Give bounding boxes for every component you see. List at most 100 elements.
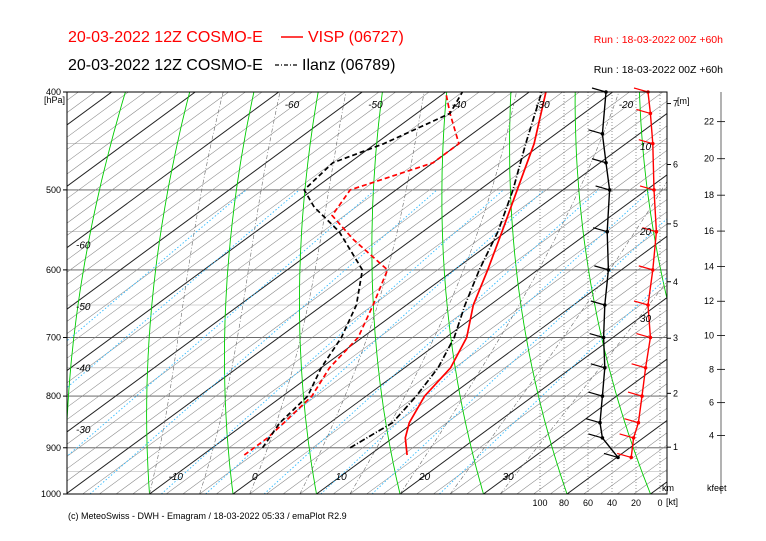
isotherm--38	[67, 92, 463, 384]
legend-label-ilanz: Ilanz (06789)	[302, 57, 395, 74]
isotherm--68	[67, 92, 213, 199]
isotherm-label-left--60: -60	[76, 241, 91, 252]
wind-point	[600, 436, 605, 440]
feet-tick-label-18: 18	[704, 190, 714, 200]
wind-point	[631, 436, 636, 440]
wind-barb	[624, 418, 639, 424]
wind-point	[648, 335, 653, 340]
wind-barb	[638, 139, 653, 145]
isotherm-20	[399, 297, 667, 494]
wind-barb	[588, 129, 603, 135]
wind-barb	[603, 452, 619, 458]
pressure-tick-label-600: 600	[46, 265, 61, 275]
isotherm--12	[132, 100, 667, 494]
wind-profiles	[539, 87, 661, 494]
wind-point	[636, 420, 641, 425]
isotherm--86	[0, 92, 62, 494]
isotherm-label-left--30: -30	[76, 425, 91, 436]
isotherm-label-left--40: -40	[76, 364, 91, 375]
isotherm-36	[533, 395, 667, 494]
isotherm--70	[67, 92, 196, 187]
height-axis-km: km	[662, 483, 674, 493]
wind-point	[616, 455, 620, 460]
isotherm--2	[216, 162, 667, 494]
moist-adiabat	[149, 92, 224, 494]
wind-point	[607, 188, 612, 192]
pressure-tick-label-1000: 1000	[41, 489, 61, 499]
isotherm-label-top--20: -20	[619, 100, 634, 111]
wind-point	[606, 268, 611, 272]
visp-temperature-line	[404, 92, 547, 456]
wind-point	[654, 229, 659, 234]
isotherm-8	[299, 223, 667, 494]
height-tick-label-7: 7	[673, 99, 678, 109]
footer-credit: (c) MeteoSwiss - DWH - Emagram / 18-03-2…	[68, 511, 347, 521]
isotherm-42	[583, 432, 667, 494]
pressure-tick-label-800: 800	[46, 391, 61, 401]
wind-barb	[589, 332, 604, 339]
wind-tick-label-80: 80	[559, 498, 569, 508]
wind-barb	[636, 108, 651, 114]
plot-frame	[66, 91, 668, 495]
isotherm--54	[67, 92, 329, 285]
wind-point	[598, 420, 602, 425]
isotherm-38	[550, 407, 667, 494]
height-tick-label-5: 5	[673, 219, 678, 229]
dry-adiabat	[371, 92, 401, 494]
wind-point	[604, 160, 608, 165]
isotherm-60	[734, 92, 766, 494]
wind-point	[651, 268, 655, 272]
isotherm-30	[483, 358, 667, 494]
wind-barb	[627, 391, 643, 397]
feet-tick-label-16: 16	[704, 226, 714, 236]
run-info-ilanz: Run : 18-03-2022 00Z +60h	[594, 64, 723, 76]
dry-adiabat	[146, 92, 191, 494]
wind-point	[652, 188, 656, 192]
run-info-visp: Run : 18-03-2022 00Z +60h	[594, 34, 723, 46]
height-tick-label-4: 4	[673, 277, 678, 287]
isotherm--40	[67, 92, 447, 372]
isotherm--36	[67, 92, 480, 396]
height-tick-label-6: 6	[673, 159, 678, 169]
pressure-tick-label-400: 400	[46, 87, 61, 97]
wind-point	[600, 132, 605, 136]
diagram-grid	[0, 92, 766, 494]
wind-tick-label-60: 60	[583, 498, 593, 508]
wind-barb	[593, 227, 608, 233]
wind-point	[640, 394, 644, 398]
wind-point	[629, 455, 633, 460]
isotherm--44	[67, 92, 413, 347]
isotherm-10	[316, 235, 667, 494]
height-tick-label-3: 3	[673, 333, 678, 343]
wind-barb	[633, 300, 649, 306]
sounding-profiles	[243, 92, 547, 456]
isotherm-label-bottom--10: -10	[169, 472, 184, 483]
isotherm--56	[67, 92, 313, 273]
isotherm-label-bottom-30: 30	[503, 472, 515, 483]
isotherm-58	[717, 92, 766, 494]
isotherm-22	[416, 309, 667, 494]
isotherm-label-top--60: -60	[285, 100, 300, 111]
isotherm-label-left--50: -50	[76, 302, 91, 313]
isotherm-18	[383, 285, 667, 494]
isotherm--10	[149, 112, 667, 494]
feet-tick-label-14: 14	[704, 261, 714, 271]
wind-barb	[588, 391, 603, 397]
isotherm--48	[67, 92, 380, 322]
isotherm--74	[67, 92, 162, 163]
mixing-ratio-line	[320, 189, 652, 494]
isotherm--34	[67, 92, 496, 408]
wind-inner-label-30: 30	[640, 314, 652, 325]
isotherm--88	[0, 92, 45, 494]
wind-point	[600, 394, 605, 398]
isotherm-14	[349, 260, 667, 494]
isotherm-40	[566, 419, 667, 494]
mixing-ratio-line	[161, 189, 504, 494]
mixing-ratio-line	[67, 189, 300, 389]
isotherm-16	[366, 272, 667, 494]
isotherm--28	[67, 92, 547, 445]
isotherm--18	[82, 92, 630, 494]
isotherm--60	[67, 92, 280, 249]
dry-adiabat	[67, 92, 126, 435]
